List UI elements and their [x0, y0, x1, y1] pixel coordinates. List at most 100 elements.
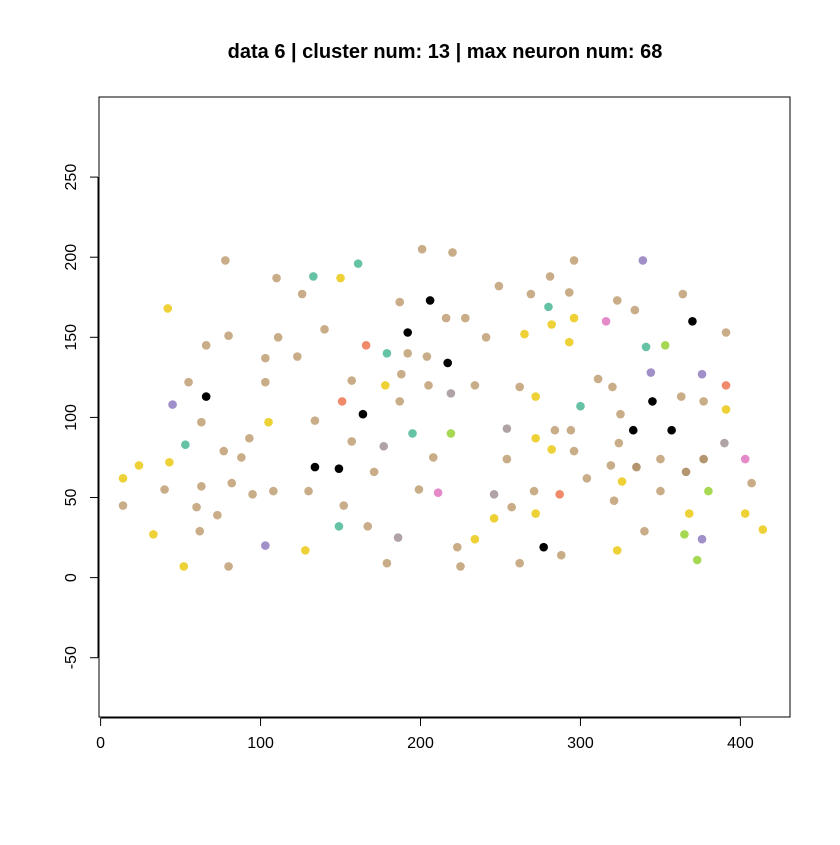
data-point	[545, 272, 555, 281]
data-point	[569, 256, 579, 265]
data-point	[269, 486, 278, 496]
data-point	[699, 397, 708, 406]
data-point	[656, 486, 665, 496]
data-point	[261, 541, 270, 550]
data-point	[564, 337, 574, 347]
data-point	[481, 333, 491, 342]
data-point	[531, 509, 540, 518]
data-point	[369, 467, 379, 477]
data-point	[544, 302, 553, 312]
data-point	[556, 550, 566, 560]
data-point	[529, 486, 539, 496]
data-point	[617, 477, 627, 486]
data-point	[443, 358, 452, 368]
data-point	[441, 313, 451, 323]
data-point	[601, 316, 611, 326]
data-point	[264, 417, 273, 427]
y-tick-label: 150	[63, 324, 80, 351]
data-point	[363, 522, 373, 531]
data-point	[347, 376, 357, 385]
data-point	[692, 555, 702, 565]
data-point	[681, 467, 691, 477]
data-point	[414, 485, 424, 494]
data-point	[237, 453, 246, 462]
data-point	[628, 425, 638, 435]
data-point	[470, 381, 480, 390]
y-tick-label: -50	[63, 646, 80, 669]
data-point	[452, 542, 462, 552]
data-point	[489, 514, 499, 523]
data-point	[417, 244, 427, 254]
data-point	[320, 324, 329, 334]
data-point	[197, 482, 206, 491]
data-point	[646, 368, 656, 377]
data-point	[608, 382, 617, 392]
data-point	[515, 382, 524, 392]
data-point	[301, 546, 310, 555]
data-point	[224, 562, 233, 571]
data-point	[272, 273, 281, 283]
data-point	[304, 486, 313, 496]
data-point	[697, 369, 707, 379]
data-point	[134, 461, 144, 470]
data-point	[179, 562, 189, 571]
data-point	[697, 534, 707, 544]
data-point	[353, 259, 363, 268]
data-point	[550, 425, 560, 435]
data-point	[221, 256, 230, 265]
data-point	[201, 392, 211, 401]
data-point	[339, 501, 349, 510]
data-point	[381, 381, 390, 390]
data-point	[539, 542, 548, 552]
data-point	[184, 377, 193, 387]
data-point	[704, 486, 713, 496]
data-point	[195, 526, 205, 536]
data-point	[515, 558, 524, 568]
data-point	[181, 440, 190, 449]
data-point	[721, 328, 731, 337]
data-point	[612, 546, 622, 555]
data-point	[555, 490, 564, 499]
data-point	[648, 397, 657, 406]
y-tick-label: 250	[63, 164, 80, 191]
data-point	[382, 349, 392, 358]
data-point	[261, 353, 270, 363]
data-point	[424, 381, 433, 390]
data-point	[616, 409, 625, 419]
x-axis: 0 100 200 300 400	[96, 717, 754, 752]
data-point	[609, 496, 619, 506]
data-point	[118, 501, 128, 510]
data-point	[297, 289, 307, 299]
data-point	[593, 374, 603, 384]
data-point	[630, 305, 640, 315]
data-point	[680, 530, 689, 539]
data-point	[422, 352, 432, 361]
data-point	[163, 304, 173, 313]
data-point	[531, 392, 540, 401]
data-point	[448, 248, 457, 257]
data-point	[632, 462, 641, 472]
data-point	[456, 562, 465, 571]
data-point	[248, 490, 257, 499]
data-point	[612, 296, 622, 305]
data-point	[425, 296, 435, 305]
data-point	[273, 333, 283, 342]
data-point	[569, 446, 579, 456]
data-point	[429, 453, 438, 462]
data-point	[336, 273, 345, 283]
data-point	[160, 485, 169, 494]
data-point	[494, 281, 504, 291]
data-point	[168, 400, 177, 409]
data-point	[395, 397, 405, 406]
data-point	[393, 533, 403, 542]
data-point	[502, 424, 512, 433]
data-point	[408, 429, 417, 438]
y-tick-label: 0	[63, 573, 80, 582]
data-point	[684, 509, 694, 518]
data-point	[403, 328, 413, 337]
data-point	[227, 478, 237, 488]
data-points	[118, 244, 768, 571]
data-point	[566, 425, 576, 435]
x-tick-label: 400	[727, 735, 754, 752]
